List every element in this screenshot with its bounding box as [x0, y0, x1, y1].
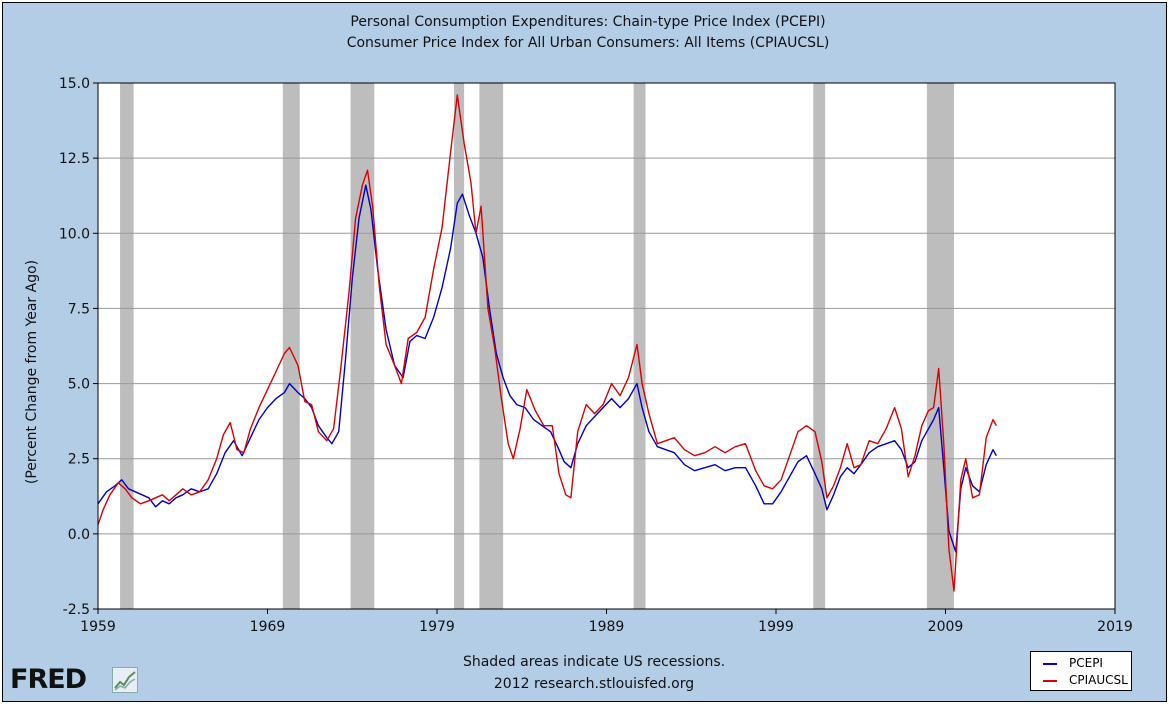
x-tick-label-2: 1979 — [419, 619, 455, 635]
legend: PCEPI CPIAUCSL — [1030, 651, 1132, 691]
recession-bands — [120, 83, 954, 609]
chart-subtitle: Consumer Price Index for All Urban Consu… — [347, 35, 830, 51]
series-line-pcepi — [97, 184, 998, 553]
footnote: Shaded areas indicate US recessions. — [463, 654, 725, 670]
x-tick-label-5: 2009 — [928, 619, 964, 635]
y-axis-label: (Percent Change from Year Ago) — [24, 260, 40, 484]
legend-item-pcepi: PCEPI — [1043, 655, 1103, 671]
x-tick-label-6: 2019 — [1097, 619, 1133, 635]
recession-band-1 — [282, 83, 300, 609]
chart-title: Personal Consumption Expenditures: Chain… — [350, 14, 825, 30]
y-tick-label-1: 12.5 — [59, 151, 90, 167]
recession-band-0 — [120, 83, 134, 609]
source-line: 2012 research.stlouisfed.org — [494, 676, 694, 692]
x-tick-label-4: 1999 — [758, 619, 794, 635]
x-tick-label-1: 1969 — [250, 619, 286, 635]
legend-swatch-cpiaucsl — [1043, 679, 1057, 682]
y-tick-label-4: 5.0 — [68, 377, 90, 393]
series-lines — [97, 94, 998, 592]
fred-logo: FRED — [10, 664, 87, 695]
legend-label-cpiaucsl: CPIAUCSL — [1069, 673, 1128, 687]
fred-chart-icon — [112, 667, 138, 693]
recession-band-3 — [453, 83, 465, 609]
series-line-cpiaucsl — [97, 94, 998, 592]
plot-area — [98, 83, 1115, 609]
gridlines — [98, 157, 1115, 535]
legend-swatch-pcepi — [1043, 662, 1057, 665]
recession-band-7 — [926, 83, 954, 609]
y-tick-label-0: 15.0 — [59, 76, 90, 92]
y-tick-label-6: 0.0 — [68, 527, 90, 543]
y-tick-label-2: 10.0 — [59, 226, 90, 242]
y-tick-label-3: 7.5 — [68, 301, 90, 317]
y-axis: 15.0 12.5 10.0 7.5 5.0 2.5 0.0 -2.5 — [59, 76, 98, 618]
legend-label-pcepi: PCEPI — [1069, 656, 1103, 670]
recession-band-5 — [633, 83, 646, 609]
recession-band-4 — [479, 83, 504, 609]
y-tick-label-7: -2.5 — [63, 602, 90, 618]
x-axis: 1959 1969 1979 1989 1999 2009 2019 — [80, 609, 1133, 635]
x-tick-label-3: 1989 — [589, 619, 625, 635]
recession-band-6 — [813, 83, 826, 609]
legend-item-cpiaucsl: CPIAUCSL — [1043, 672, 1128, 688]
y-tick-label-5: 2.5 — [68, 452, 90, 468]
x-tick-label-0: 1959 — [80, 619, 116, 635]
recession-band-2 — [350, 83, 375, 609]
